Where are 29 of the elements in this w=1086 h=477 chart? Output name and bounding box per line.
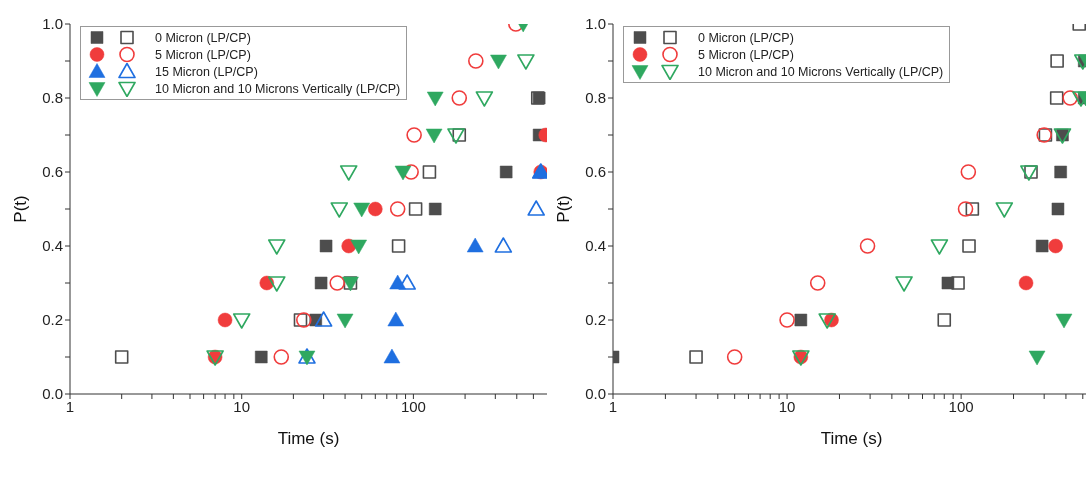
x-tick-label: 10 bbox=[778, 397, 796, 415]
y-tick-label: 1.0 bbox=[42, 15, 63, 33]
y-tick-label: 1.0 bbox=[585, 15, 606, 33]
y-tick-label: 0.4 bbox=[585, 237, 606, 255]
x-tick-label: 10 bbox=[233, 397, 251, 415]
y-tick-label: 0.8 bbox=[585, 89, 606, 107]
y-axis-title: P(t) bbox=[11, 195, 31, 223]
y-tick-label: 0.6 bbox=[585, 163, 606, 181]
y-tick-label: 0.4 bbox=[42, 237, 63, 255]
legend-label: 5 Micron (LP/CP) bbox=[698, 47, 794, 62]
y-tick-label: 0.2 bbox=[42, 311, 63, 329]
legend-label: 0 Micron (LP/CP) bbox=[698, 30, 794, 45]
legend-label: 5 Micron (LP/CP) bbox=[155, 47, 251, 62]
y-tick-label: 0.2 bbox=[585, 311, 606, 329]
x-axis-title: Time (s) bbox=[820, 429, 883, 448]
x-tick-label: 1 bbox=[65, 397, 75, 415]
x-axis-title: Time (s) bbox=[277, 429, 340, 448]
y-tick-label: 0.8 bbox=[42, 89, 63, 107]
y-axis-title: P(t) bbox=[554, 195, 574, 223]
legend-label: 15 Micron (LP/CP) bbox=[155, 64, 258, 79]
legend-label: 10 Micron and 10 Microns Vertically (LP/CP) bbox=[155, 81, 401, 96]
legend-label: 10 Micron and 10 Microns Vertically (LP/CP) bbox=[698, 64, 944, 79]
x-tick-label: 1 bbox=[608, 397, 618, 415]
x-tick-label: 100 bbox=[948, 397, 974, 415]
y-tick-label: 0.6 bbox=[42, 163, 63, 181]
x-tick-label: 100 bbox=[400, 397, 426, 415]
y-tick-label: 0.0 bbox=[42, 385, 63, 403]
y-tick-label: 0.0 bbox=[585, 385, 606, 403]
legend-label: 0 Micron (LP/CP) bbox=[155, 30, 251, 45]
